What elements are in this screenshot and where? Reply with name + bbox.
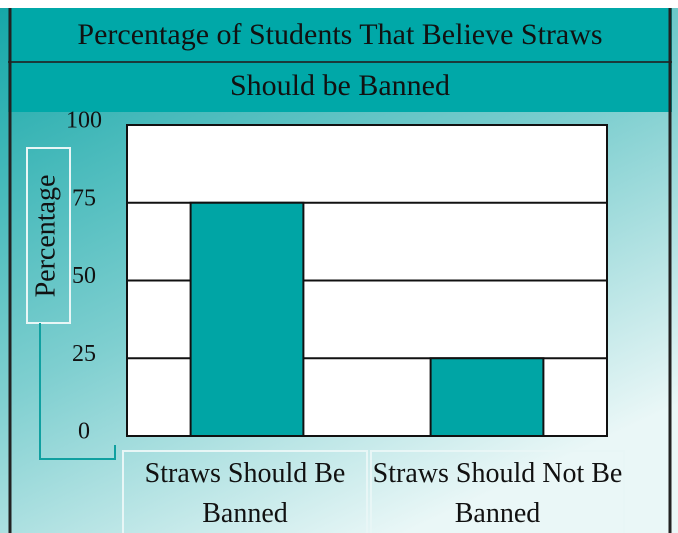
bracket xyxy=(39,323,116,460)
y-tick-label: 75 xyxy=(72,185,96,211)
y-tick-label: 100 xyxy=(66,108,102,134)
chart-title: Should be Banned xyxy=(230,69,450,102)
chart-title: Percentage of Students That Believe Stra… xyxy=(77,18,602,51)
y-axis-label: Percentage xyxy=(30,175,61,298)
x-tick-label: Straws Should Be Banned xyxy=(122,450,368,533)
x-tick-label: Straws Should Not Be Banned xyxy=(370,450,625,533)
y-tick-label: 25 xyxy=(72,341,96,367)
bar xyxy=(189,201,305,437)
y-tick-label: 0 xyxy=(78,419,90,445)
top-strip xyxy=(0,0,678,8)
y-tick-label: 50 xyxy=(72,263,96,289)
bar xyxy=(429,357,545,437)
y-label-box xyxy=(26,147,71,324)
title-band xyxy=(8,8,672,112)
